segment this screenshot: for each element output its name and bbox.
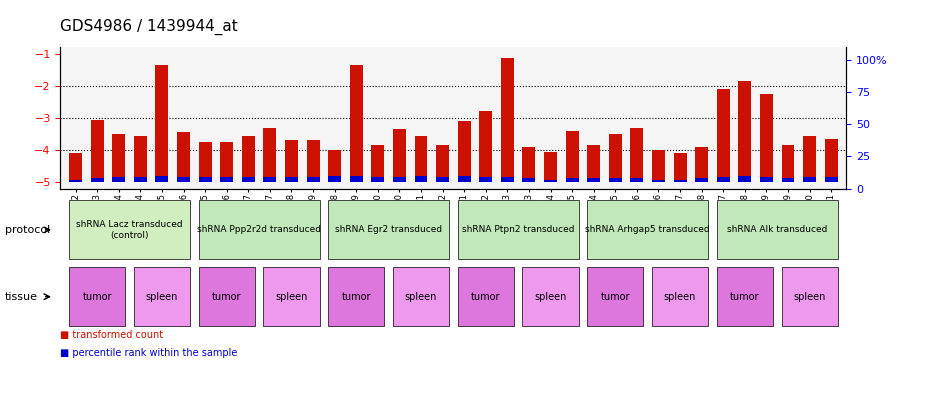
Bar xyxy=(436,145,449,182)
Bar xyxy=(738,81,751,182)
Bar xyxy=(177,177,190,182)
Bar xyxy=(501,59,513,182)
Bar xyxy=(69,180,82,182)
Bar xyxy=(307,140,320,182)
Text: tissue: tissue xyxy=(5,292,37,302)
Bar xyxy=(479,177,492,182)
Text: shRNA Egr2 transduced: shRNA Egr2 transduced xyxy=(335,226,442,234)
Bar xyxy=(113,134,126,182)
Text: GDS4986 / 1439944_at: GDS4986 / 1439944_at xyxy=(60,19,238,35)
Bar xyxy=(631,128,644,182)
Bar xyxy=(177,132,190,182)
Bar xyxy=(587,178,600,182)
Bar xyxy=(523,147,536,182)
Bar xyxy=(371,177,384,182)
Text: shRNA Ppp2r2d transduced: shRNA Ppp2r2d transduced xyxy=(197,226,321,234)
Text: tumor: tumor xyxy=(730,292,760,302)
Text: spleen: spleen xyxy=(275,292,308,302)
Bar xyxy=(825,139,838,182)
Bar xyxy=(673,180,686,182)
Text: ■ transformed count: ■ transformed count xyxy=(60,330,164,340)
Bar xyxy=(609,134,622,182)
Bar xyxy=(631,178,644,182)
Bar xyxy=(652,180,665,182)
Bar xyxy=(695,147,708,182)
Bar xyxy=(285,140,298,182)
Bar xyxy=(242,136,255,182)
Bar xyxy=(781,178,794,182)
Text: ■ percentile rank within the sample: ■ percentile rank within the sample xyxy=(60,348,238,358)
Text: tumor: tumor xyxy=(601,292,630,302)
Bar xyxy=(415,136,428,182)
Bar xyxy=(155,65,168,182)
Bar xyxy=(781,145,794,182)
Text: spleen: spleen xyxy=(793,292,826,302)
Bar xyxy=(415,176,428,182)
Bar xyxy=(544,152,557,182)
Bar xyxy=(328,176,341,182)
Text: tumor: tumor xyxy=(471,292,500,302)
Bar xyxy=(760,94,773,182)
Bar xyxy=(392,177,405,182)
Bar xyxy=(717,89,730,182)
Bar xyxy=(350,176,363,182)
Bar xyxy=(609,178,622,182)
Bar xyxy=(134,177,147,182)
Bar xyxy=(804,136,816,182)
Bar xyxy=(738,176,751,182)
Text: spleen: spleen xyxy=(146,292,179,302)
Bar xyxy=(328,150,341,182)
Bar xyxy=(69,153,82,182)
Bar xyxy=(695,178,708,182)
Text: shRNA Arhgap5 transduced: shRNA Arhgap5 transduced xyxy=(585,226,710,234)
Bar xyxy=(565,178,578,182)
Bar xyxy=(199,142,211,182)
Text: spleen: spleen xyxy=(405,292,437,302)
Bar xyxy=(544,180,557,182)
Text: spleen: spleen xyxy=(535,292,566,302)
Bar xyxy=(90,178,103,182)
Bar xyxy=(242,177,255,182)
Bar xyxy=(717,177,730,182)
Text: shRNA Lacz transduced
(control): shRNA Lacz transduced (control) xyxy=(76,220,183,240)
Bar xyxy=(804,177,816,182)
Bar xyxy=(458,121,471,182)
Bar xyxy=(825,177,838,182)
Text: tumor: tumor xyxy=(341,292,371,302)
Bar xyxy=(523,178,536,182)
Bar xyxy=(436,177,449,182)
Bar xyxy=(113,177,126,182)
Text: shRNA Ptpn2 transduced: shRNA Ptpn2 transduced xyxy=(462,226,575,234)
Bar xyxy=(371,145,384,182)
Bar xyxy=(652,150,665,182)
Bar xyxy=(285,177,298,182)
Bar xyxy=(458,176,471,182)
Bar xyxy=(673,153,686,182)
Bar xyxy=(392,129,405,182)
Bar xyxy=(90,119,103,182)
Bar xyxy=(220,142,233,182)
Bar xyxy=(263,128,276,182)
Bar xyxy=(263,177,276,182)
Bar xyxy=(479,112,492,182)
Bar xyxy=(501,177,513,182)
Bar xyxy=(155,176,168,182)
Text: tumor: tumor xyxy=(83,292,112,302)
Bar xyxy=(307,177,320,182)
Text: shRNA Alk transduced: shRNA Alk transduced xyxy=(727,226,828,234)
Bar xyxy=(220,177,233,182)
Text: protocol: protocol xyxy=(5,225,50,235)
Text: tumor: tumor xyxy=(212,292,242,302)
Bar xyxy=(760,177,773,182)
Bar xyxy=(587,145,600,182)
Text: spleen: spleen xyxy=(664,292,697,302)
Bar xyxy=(134,136,147,182)
Bar xyxy=(199,177,211,182)
Bar xyxy=(565,131,578,182)
Bar xyxy=(350,65,363,182)
